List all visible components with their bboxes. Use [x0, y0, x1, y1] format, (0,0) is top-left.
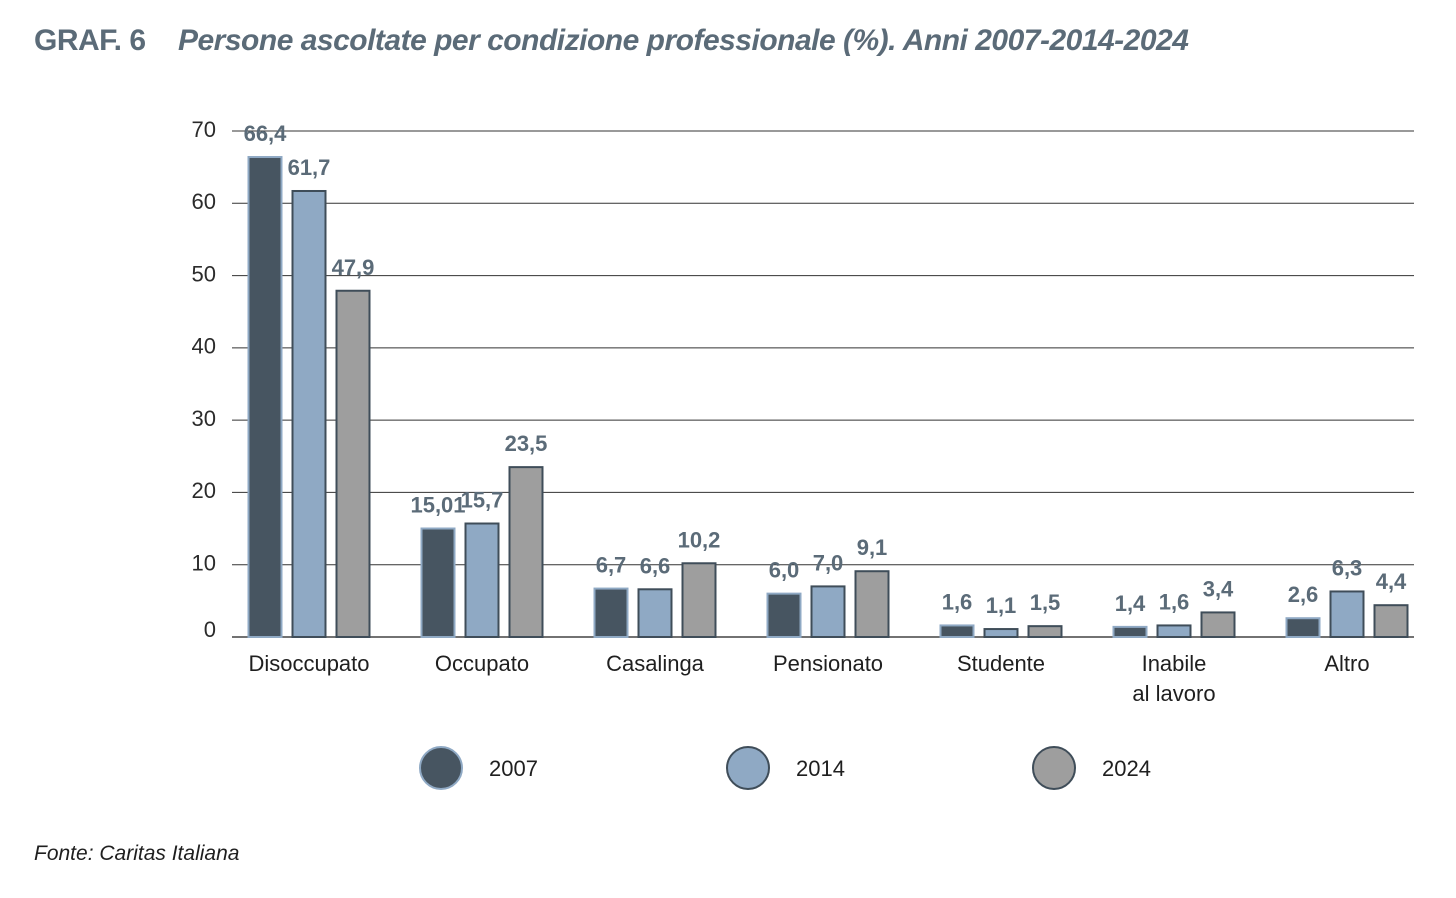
- bar-2024-6: [1373, 604, 1409, 638]
- bar-2014-5: [1156, 624, 1192, 638]
- data-label-2024-2: 10,2: [678, 527, 721, 552]
- data-label-2007-0: 66,4: [244, 121, 288, 146]
- y-tick-label: 50: [192, 261, 216, 286]
- bar-2024-5: [1200, 611, 1236, 638]
- bar-2007-5: [1112, 625, 1148, 639]
- data-label-2014-5: 1,6: [1159, 589, 1190, 614]
- x-tick-label: al lavoro: [1132, 681, 1215, 706]
- legend-swatch-2024: [1032, 746, 1076, 790]
- legend-label-2024: 2024: [1102, 756, 1151, 781]
- y-tick-label: 20: [192, 478, 216, 503]
- x-tick-label: Altro: [1324, 651, 1369, 676]
- bar-2014-4: [983, 628, 1019, 639]
- bar-2024-4: [1027, 625, 1063, 639]
- data-label-2014-3: 7,0: [813, 550, 844, 575]
- y-tick-label: 40: [192, 334, 216, 359]
- x-tick-label: Pensionato: [773, 651, 883, 676]
- data-label-2007-3: 6,0: [769, 558, 800, 583]
- y-tick-label: 70: [192, 117, 216, 142]
- legend-item-2014: 2014: [726, 746, 845, 790]
- bar-2014-0: [291, 189, 327, 639]
- legend: 2007 2014 2024: [419, 746, 1151, 790]
- x-axis-ticks: Disoccupato Occupato Casalinga Pensionato St…: [248, 651, 1369, 706]
- data-label-2024-4: 1,5: [1030, 590, 1061, 615]
- bar-2014-6: [1329, 590, 1365, 639]
- legend-swatch-2014: [726, 746, 770, 790]
- chart-title: Persone ascoltate per condizione profess…: [177, 24, 1189, 57]
- y-tick-label: 0: [204, 617, 216, 642]
- bar-2024-1: [508, 466, 544, 638]
- bar-2024-2: [681, 562, 717, 638]
- data-label-2014-4: 1,1: [986, 593, 1017, 618]
- chart-title-row: GRAF. 6 Persone ascoltate per condizione…: [34, 24, 1189, 58]
- bar-2007-6: [1285, 617, 1321, 638]
- y-tick-label: 30: [192, 406, 216, 431]
- data-label-2024-6: 4,4: [1376, 569, 1407, 594]
- data-label-2024-0: 47,9: [332, 255, 375, 280]
- legend-item-2024: 2024: [1032, 746, 1151, 790]
- bar-2007-2: [593, 587, 629, 638]
- legend-label-2014: 2014: [796, 756, 845, 781]
- data-label-2024-3: 9,1: [857, 535, 888, 560]
- x-tick-label: Disoccupato: [248, 651, 369, 676]
- data-label-2014-1: 15,7: [461, 488, 504, 513]
- legend-item-2007: 2007: [419, 746, 538, 790]
- source-note: Fonte: Caritas Italiana: [34, 842, 240, 865]
- y-tick-label: 60: [192, 189, 216, 214]
- x-tick-label: Casalinga: [606, 651, 705, 676]
- bar-2007-0: [247, 156, 283, 638]
- bar-2007-4: [939, 624, 975, 638]
- data-label-2014-0: 61,7: [288, 155, 331, 180]
- x-tick-label: Studente: [957, 651, 1045, 676]
- data-label-2007-6: 2,6: [1288, 582, 1319, 607]
- legend-label-2007: 2007: [489, 756, 538, 781]
- bar-2014-1: [464, 522, 500, 638]
- data-label-2007-1: 15,01: [410, 492, 465, 517]
- legend-swatch-2007: [419, 746, 463, 790]
- y-tick-label: 10: [192, 551, 216, 576]
- x-tick-label: Inabile: [1142, 651, 1207, 676]
- chart-code: GRAF. 6: [34, 24, 146, 57]
- bar-2014-3: [810, 585, 846, 639]
- y-axis-ticks: 0 10 20 30 40 50 60 70: [192, 117, 216, 642]
- data-label-2007-5: 1,4: [1115, 591, 1146, 616]
- bar-2007-1: [420, 527, 456, 638]
- bars: [247, 156, 1409, 639]
- bar-2007-3: [766, 592, 802, 639]
- x-tick-label: Occupato: [435, 651, 529, 676]
- data-label-2007-4: 1,6: [942, 589, 973, 614]
- data-label-2024-1: 23,5: [505, 431, 548, 456]
- bar-2014-2: [637, 588, 673, 639]
- data-labels: 66,4 15,01 6,7 6,0 1,6 1,4 2,6 61,7 15,7 6,6 7,0 1,…: [244, 121, 1407, 618]
- bar-2024-0: [335, 289, 371, 638]
- data-label-2014-2: 6,6: [640, 553, 671, 578]
- data-label-2014-6: 6,3: [1332, 555, 1363, 580]
- data-label-2007-2: 6,7: [596, 553, 627, 578]
- bar-2024-3: [854, 570, 890, 638]
- data-label-2024-5: 3,4: [1203, 576, 1234, 601]
